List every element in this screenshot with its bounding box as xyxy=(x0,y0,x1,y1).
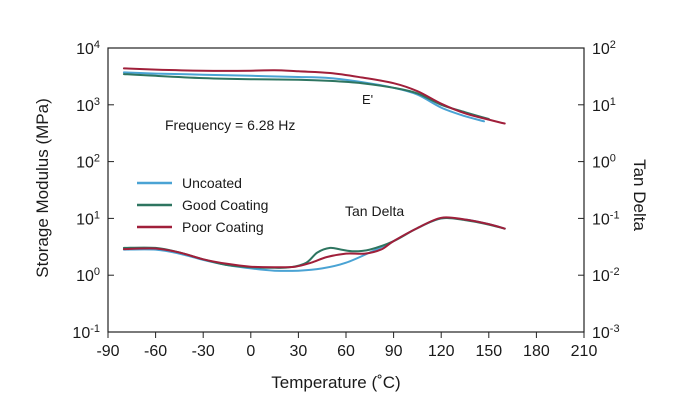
x-axis-label: Temperature (˚C) xyxy=(271,373,400,392)
x-tick-label: 180 xyxy=(523,343,550,360)
x-tick-label: 30 xyxy=(290,343,308,360)
left-y-tick-label: 10-1 xyxy=(72,323,100,342)
axes xyxy=(107,47,585,338)
plot-frame xyxy=(107,47,585,333)
x-tick-label: 90 xyxy=(385,343,403,360)
x-tick-label: -30 xyxy=(192,343,215,360)
legend: Uncoated Good Coating Poor Coating xyxy=(137,175,268,235)
left-y-tick-label: 104 xyxy=(76,39,100,58)
series-line-poor-coating-storage xyxy=(122,67,506,125)
right-y-tick-label: 10-1 xyxy=(592,209,620,228)
series-line-good-coating-storage xyxy=(122,73,490,120)
left-axis-label: Storage Modulus (MPa) xyxy=(33,98,52,278)
x-tick-label: -60 xyxy=(144,343,167,360)
x-tick-label: 150 xyxy=(475,343,502,360)
tan-delta-annotation: Tan Delta xyxy=(345,203,404,219)
left-y-tick-label: 102 xyxy=(76,153,100,172)
x-tick-label: 210 xyxy=(571,343,598,360)
right-axis-label: Tan Delta xyxy=(630,159,649,231)
tick-labels: -90 -60 -30 0 30 60 90 120 150 180 210 104 103 102 101… xyxy=(72,39,619,360)
x-tick-label: 120 xyxy=(428,343,455,360)
frequency-annotation: Frequency = 6.28 Hz xyxy=(165,117,295,133)
right-y-tick-label: 102 xyxy=(592,39,616,58)
right-y-tick-label: 10-2 xyxy=(592,266,620,285)
x-tick-label: 0 xyxy=(246,343,255,360)
legend-label: Good Coating xyxy=(182,197,268,213)
legend-label: Uncoated xyxy=(182,175,242,191)
x-tick-label: -90 xyxy=(96,343,119,360)
right-y-tick-label: 100 xyxy=(592,153,616,172)
right-y-tick-label: 10-3 xyxy=(592,323,620,342)
series-line-poor-coating-tan-delta xyxy=(122,216,506,269)
right-y-tick-label: 101 xyxy=(592,96,616,115)
left-y-tick-label: 101 xyxy=(76,209,100,228)
legend-label: Poor Coating xyxy=(182,219,264,235)
left-y-tick-label: 100 xyxy=(76,266,100,285)
storage-modulus-annotation: E' xyxy=(362,92,373,107)
series-lines xyxy=(122,67,506,272)
chart-labels: Temperature (˚C) Storage Modulus (MPa) T… xyxy=(33,92,649,392)
x-tick-label: 60 xyxy=(337,343,355,360)
series-line-uncoated-storage xyxy=(122,71,485,123)
left-y-tick-label: 103 xyxy=(76,96,100,115)
